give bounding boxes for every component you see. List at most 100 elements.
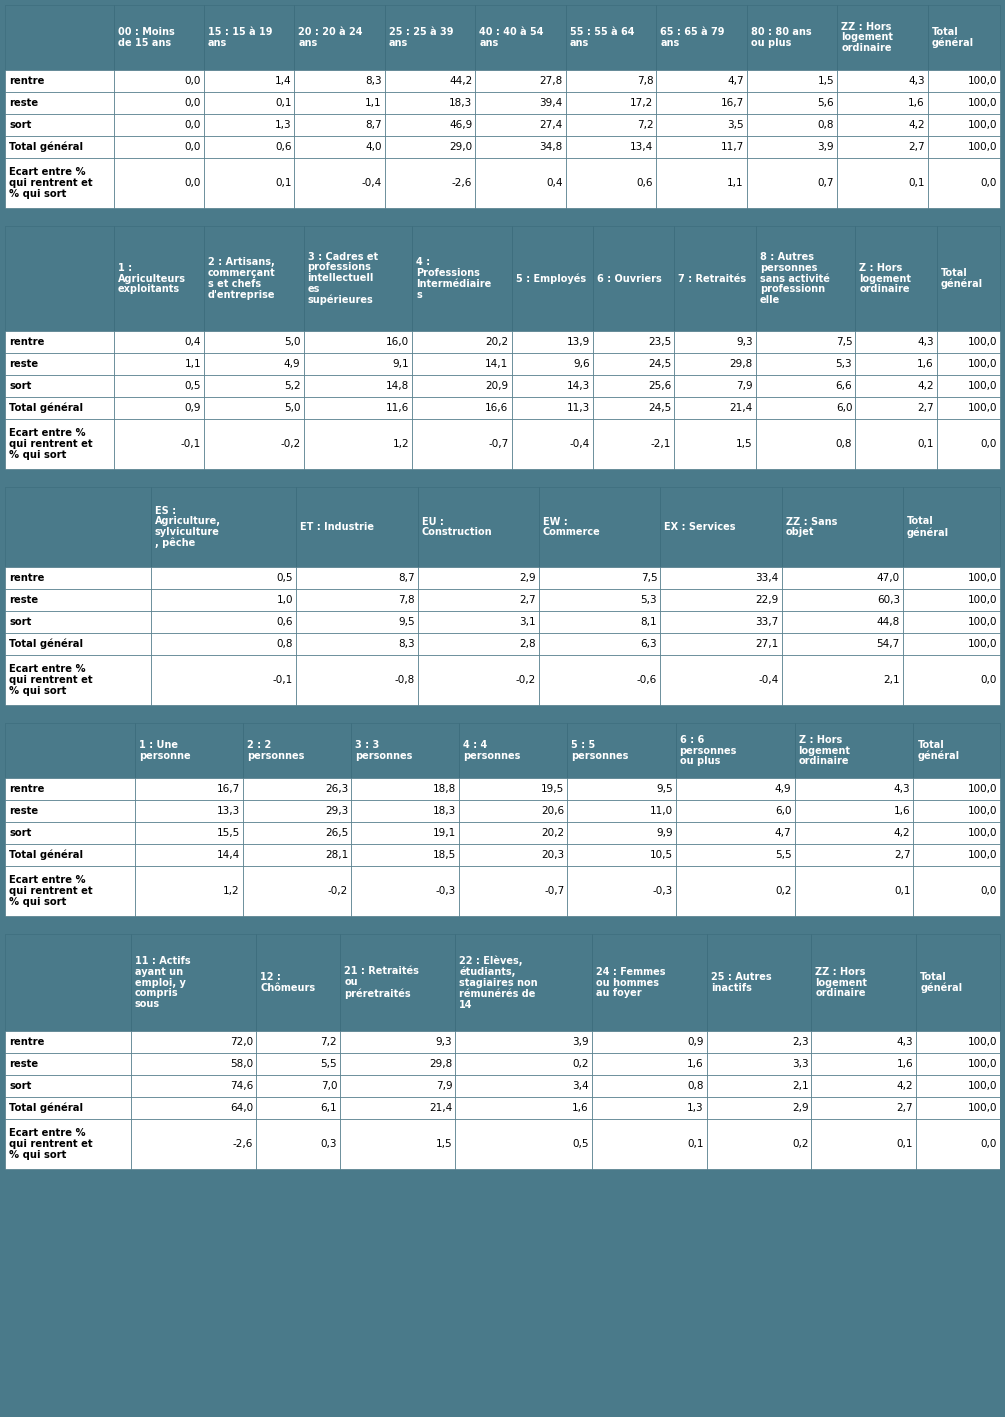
Bar (756, 332, 855, 353)
Bar (917, 934, 1000, 1032)
Text: 0,1: 0,1 (275, 179, 291, 188)
Text: 2,1: 2,1 (883, 674, 899, 684)
Bar (114, 397, 204, 419)
Text: 11,7: 11,7 (721, 142, 744, 152)
Text: 100,0: 100,0 (968, 77, 997, 86)
Text: 1,6: 1,6 (896, 1058, 914, 1068)
Text: 3,9: 3,9 (572, 1037, 589, 1047)
Bar (5, 822, 135, 845)
Text: 18,5: 18,5 (433, 850, 456, 860)
Bar (455, 934, 592, 1032)
Bar (675, 801, 795, 822)
Bar (660, 655, 782, 706)
Text: 100,0: 100,0 (968, 381, 997, 391)
Bar (296, 633, 417, 655)
Bar (566, 136, 656, 159)
Bar (135, 845, 243, 866)
Text: 11,3: 11,3 (567, 402, 590, 412)
Bar (902, 487, 1000, 567)
Text: 1,2: 1,2 (223, 886, 240, 896)
Bar (512, 419, 593, 469)
Text: 2,7: 2,7 (893, 850, 911, 860)
Bar (656, 113, 747, 136)
Bar (351, 778, 459, 801)
Text: -0,7: -0,7 (488, 439, 509, 449)
Bar (412, 397, 512, 419)
Text: 0,8: 0,8 (836, 439, 852, 449)
Bar (5, 92, 114, 113)
Bar (204, 6, 294, 69)
Bar (5, 353, 114, 376)
Bar (660, 589, 782, 611)
Bar (566, 92, 656, 113)
Text: 25 : 25 à 39
ans: 25 : 25 à 39 ans (389, 27, 453, 48)
Bar (674, 376, 756, 397)
Bar (131, 1119, 256, 1169)
Bar (656, 159, 747, 208)
Text: 0,6: 0,6 (275, 142, 291, 152)
Bar (593, 225, 674, 332)
Text: 18,3: 18,3 (449, 98, 472, 108)
Text: 9,1: 9,1 (392, 359, 409, 368)
Text: Ecart entre %
qui rentrent et
% qui sort: Ecart entre % qui rentrent et % qui sort (9, 876, 92, 907)
Bar (5, 419, 114, 469)
Bar (5, 567, 151, 589)
Text: 28,1: 28,1 (325, 850, 348, 860)
Bar (593, 397, 674, 419)
Bar (151, 589, 296, 611)
Bar (304, 376, 412, 397)
Text: 74,6: 74,6 (230, 1081, 253, 1091)
Bar (114, 113, 204, 136)
Text: 8,1: 8,1 (640, 616, 657, 626)
Bar (294, 92, 385, 113)
Bar (756, 419, 855, 469)
Bar (928, 159, 1000, 208)
Bar (674, 225, 756, 332)
Text: 100,0: 100,0 (968, 1037, 997, 1047)
Text: 100,0: 100,0 (968, 359, 997, 368)
Bar (837, 113, 928, 136)
Bar (475, 159, 566, 208)
Bar (256, 1053, 340, 1076)
Text: 0,0: 0,0 (981, 674, 997, 684)
Bar (593, 353, 674, 376)
Text: ZZ : Hors
logement
ordinaire: ZZ : Hors logement ordinaire (841, 21, 893, 54)
Text: sort: sort (9, 120, 31, 130)
Text: 0,0: 0,0 (185, 179, 201, 188)
Bar (114, 69, 204, 92)
Bar (5, 1053, 131, 1076)
Text: Total
général: Total général (941, 268, 983, 289)
Text: Total
général: Total général (918, 740, 960, 761)
Bar (340, 1032, 455, 1053)
Text: 0,4: 0,4 (547, 179, 563, 188)
Bar (837, 159, 928, 208)
Text: 7,5: 7,5 (835, 337, 852, 347)
Bar (5, 1076, 131, 1097)
Bar (5, 6, 114, 69)
Text: 4,2: 4,2 (917, 381, 934, 391)
Text: 4,2: 4,2 (893, 828, 911, 837)
Bar (243, 801, 351, 822)
Bar (114, 332, 204, 353)
Bar (902, 589, 1000, 611)
Bar (5, 136, 114, 159)
Bar (135, 723, 243, 778)
Text: 11,0: 11,0 (649, 806, 672, 816)
Bar (675, 723, 795, 778)
Bar (675, 822, 795, 845)
Bar (296, 487, 417, 567)
Text: 1,1: 1,1 (365, 98, 382, 108)
Bar (675, 866, 795, 915)
Text: -0,2: -0,2 (328, 886, 348, 896)
Bar (131, 1032, 256, 1053)
Text: 4,2: 4,2 (908, 120, 925, 130)
Text: 80 : 80 ans
ou plus: 80 : 80 ans ou plus (751, 27, 811, 48)
Text: 1,6: 1,6 (893, 806, 911, 816)
Bar (592, 1097, 707, 1119)
Text: 11 : Actifs
ayant un
emploi, y
compris
sous: 11 : Actifs ayant un emploi, y compris s… (135, 956, 190, 1009)
Text: 0,5: 0,5 (572, 1139, 589, 1149)
Text: 24,5: 24,5 (648, 359, 671, 368)
Text: -0,2: -0,2 (280, 439, 300, 449)
Bar (5, 159, 114, 208)
Bar (837, 92, 928, 113)
